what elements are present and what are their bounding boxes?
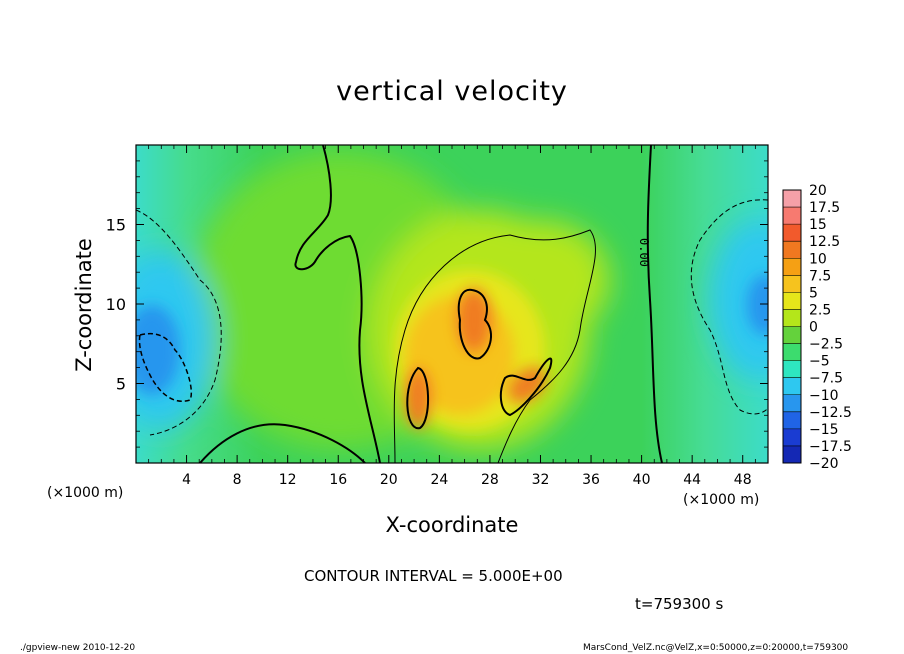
y-tick-label: 10 (106, 295, 126, 314)
zero-contour-left (294, 145, 381, 463)
footer-program: ./gpview-new 2010-12-20 (20, 643, 136, 653)
x-axis-unit-right: (×1000 m) (683, 492, 760, 508)
heatmap-field: 0.00 (136, 145, 768, 463)
colorbar-label: 7.5 (809, 268, 831, 284)
downdraft-core-left (136, 305, 180, 395)
x-tick-label: 20 (380, 472, 398, 488)
colorbar-swatch (783, 326, 801, 345)
x-tick-label: 44 (683, 472, 701, 488)
colorbar-swatch (783, 258, 801, 276)
x-tick-label: 28 (481, 472, 499, 488)
colorbar-label: 5 (809, 285, 818, 301)
x-tick-label: 12 (279, 472, 297, 488)
colorbar-swatch (783, 224, 801, 242)
x-axis-title: X-coordinate (385, 513, 519, 537)
colorbar-label: −5 (809, 354, 830, 370)
y-axis-ticks: 5 10 15 (106, 160, 768, 448)
x-tick-label: 48 (734, 472, 752, 488)
colorbar-swatch (783, 377, 801, 396)
zero-contour-bottom-left (199, 423, 366, 463)
contour-core-3 (499, 357, 553, 417)
colorbar-label: 0 (809, 320, 818, 336)
colorbar-swatch (783, 428, 801, 447)
y-tick-label: 5 (116, 375, 126, 394)
colorbar-swatch (783, 241, 801, 259)
colorbar-swatch (783, 343, 801, 362)
colorbar-swatch (783, 190, 801, 208)
colorbar-label: 15 (809, 217, 827, 233)
colorbar-swatch (783, 411, 801, 430)
colorbar-label: −15 (809, 422, 839, 438)
downdraft-core-right (747, 275, 768, 335)
colorbar-swatch (783, 394, 801, 413)
colorbar-swatch (783, 360, 801, 379)
colorbar-swatch (783, 309, 801, 327)
colorbar-label: −10 (809, 388, 839, 404)
colorbar-label: −7.5 (809, 371, 843, 387)
x-tick-label: 8 (233, 472, 242, 488)
colorbar-label: −12.5 (809, 405, 852, 421)
x-tick-label: 32 (532, 472, 550, 488)
contour-lines (136, 145, 768, 463)
x-axis-unit-left: (×1000 m) (47, 485, 124, 501)
x-tick-label: 36 (582, 472, 600, 488)
contour-dashed-core (138, 333, 192, 402)
colorbar-label: −17.5 (809, 439, 852, 455)
colorbar-label: 12.5 (809, 234, 840, 250)
y-tick-label: 15 (106, 216, 126, 235)
colorbar-label: 10 (809, 251, 827, 267)
colorbar-label: 20 (809, 183, 827, 199)
x-tick-label: 24 (430, 472, 448, 488)
contour-plume (393, 229, 596, 463)
x-tick-label: 16 (329, 472, 347, 488)
updraft-core-2 (457, 288, 491, 352)
contour-core-1 (406, 366, 430, 430)
footer-dataset: MarsCond_VelZ.nc@VelZ,x=0:50000,z=0:2000… (583, 643, 849, 653)
colorbar-swatch (783, 292, 801, 310)
contour-dashed-left (136, 209, 222, 436)
x-tick-label: 4 (182, 472, 191, 488)
x-tick-label: 40 (633, 472, 651, 488)
zero-contour-right (646, 145, 663, 463)
chart-title: vertical velocity (336, 76, 568, 107)
x-axis-ticks: 4 8 12 16 20 24 28 32 36 40 44 48 (148, 145, 756, 488)
downdraft-right (710, 220, 768, 380)
colorbar-label: 17.5 (809, 200, 840, 216)
colorbar-swatch (783, 275, 801, 293)
colorbar-swatch (783, 445, 801, 464)
colorbar-label: 2.5 (809, 302, 831, 318)
contour-zero-label: 0.00 (637, 238, 651, 267)
colorbar-label: −20 (809, 456, 839, 472)
time-stamp: t=759300 s (635, 595, 724, 613)
colorbar-label: −2.5 (809, 337, 843, 353)
colorbar-swatch (783, 207, 801, 225)
updraft-core-1 (405, 368, 431, 428)
y-axis-title: Z-coordinate (72, 238, 96, 372)
contour-core-2 (457, 288, 492, 360)
contour-interval-text: CONTOUR INTERVAL = 5.000E+00 (304, 567, 563, 585)
